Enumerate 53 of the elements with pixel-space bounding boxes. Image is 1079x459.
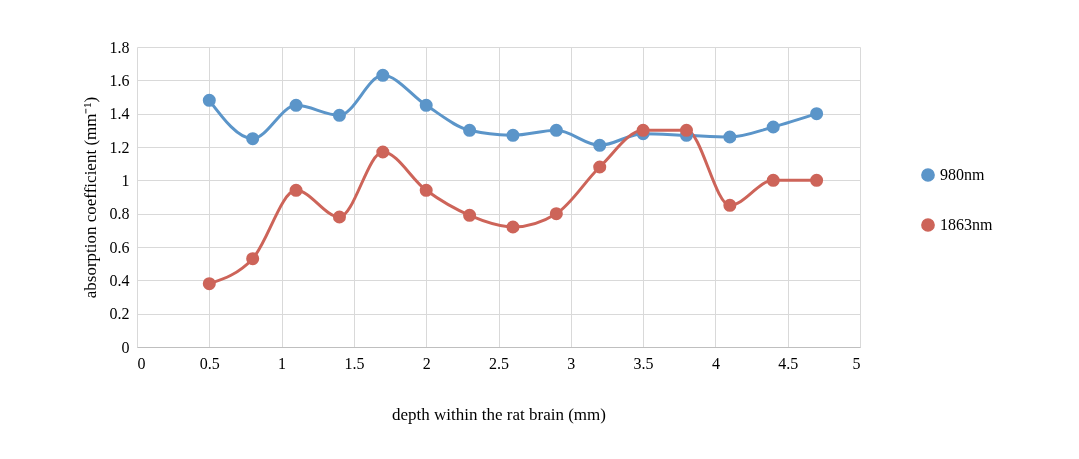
y-tick-label: 1.4 <box>109 105 130 123</box>
point <box>593 138 607 152</box>
x-tick-label: 2.5 <box>489 354 509 372</box>
point <box>419 98 433 112</box>
x-tick-label: 5 <box>852 354 861 372</box>
point <box>376 145 390 159</box>
y-tick-label: 0.2 <box>109 305 130 323</box>
x-axis-title: depth within the rat brain (mm) <box>392 404 606 424</box>
point <box>419 183 433 197</box>
point <box>766 173 780 187</box>
point <box>332 210 346 224</box>
x-tick-label: 1 <box>278 354 287 372</box>
x-tick-label: 1.5 <box>344 354 365 372</box>
y-tick-label: 0.8 <box>109 205 130 223</box>
y-tick-label: 0.4 <box>109 271 130 289</box>
y-tick-label: 1.6 <box>109 71 130 89</box>
point <box>810 107 824 121</box>
point <box>723 198 737 212</box>
x-tick-label: 2 <box>422 354 431 372</box>
legend-label: 1863nm <box>940 216 993 233</box>
y-tick-label: 0 <box>121 338 130 356</box>
x-tick-label: 0.5 <box>199 354 220 372</box>
y-tick-label: 1.8 <box>109 38 130 56</box>
point <box>549 123 563 137</box>
x-tick-label: 0 <box>137 354 146 372</box>
point <box>723 130 737 144</box>
x-tick-label: 4 <box>711 354 720 372</box>
x-tick-label: 4.5 <box>778 354 799 372</box>
point <box>202 93 216 107</box>
point <box>810 173 824 187</box>
point <box>289 183 303 197</box>
y-axis-title: absorption coefficient (mm⁻¹) <box>80 96 100 299</box>
point <box>506 220 520 234</box>
point <box>506 128 520 142</box>
y-tick-label: 1.2 <box>109 138 130 156</box>
point <box>376 68 390 82</box>
point <box>593 160 607 174</box>
point <box>246 252 260 266</box>
y-tick-label: 1 <box>121 171 130 189</box>
point <box>463 208 477 222</box>
point <box>289 98 303 112</box>
point <box>766 120 780 134</box>
point <box>202 277 216 291</box>
point <box>463 123 477 137</box>
legend-label: 980nm <box>940 166 985 183</box>
x-tick-label: 3 <box>567 354 576 372</box>
point <box>332 108 346 122</box>
point <box>636 123 650 137</box>
y-tick-label: 0.6 <box>109 238 130 256</box>
point <box>549 207 563 221</box>
point <box>679 123 693 137</box>
point <box>246 132 260 146</box>
x-tick-label: 3.5 <box>633 354 654 372</box>
